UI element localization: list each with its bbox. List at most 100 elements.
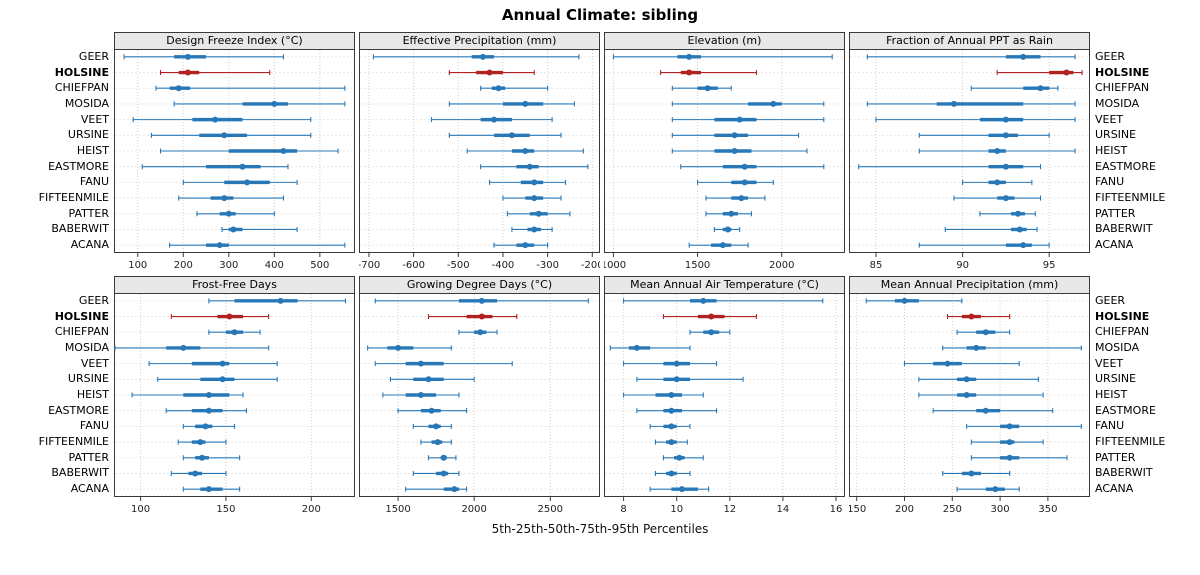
- median-dot: [968, 313, 975, 320]
- median-dot: [417, 360, 424, 367]
- x-tick-label: 200: [895, 504, 914, 515]
- panel-elevation-m: Elevation (m) 1000 1500 2000: [604, 32, 845, 272]
- whisker-row: [956, 486, 1020, 493]
- station-label-left: VEET: [80, 356, 109, 370]
- x-tick-label: -300: [536, 260, 559, 271]
- median-dot: [673, 376, 680, 383]
- panel-title: Growing Degree Days (°C): [359, 276, 600, 293]
- x-tick-label: -600: [402, 260, 425, 271]
- x-tick-label: 1500: [685, 260, 710, 271]
- median-dot: [199, 454, 206, 461]
- whisker-row: [170, 313, 270, 320]
- whisker-row: [662, 313, 757, 320]
- whisker-row: [697, 179, 774, 186]
- whisker-row: [412, 470, 460, 477]
- whisker-row: [141, 163, 289, 170]
- station-label-left: URSINE: [67, 372, 109, 386]
- median-dot: [633, 344, 640, 351]
- x-tick-label: 2000: [461, 504, 486, 515]
- whisker-row: [196, 210, 275, 217]
- whisker-row: [654, 439, 688, 446]
- whisker-row: [208, 297, 347, 304]
- median-dot: [205, 486, 212, 493]
- median-dot: [526, 163, 533, 170]
- whisker-row: [412, 423, 452, 430]
- x-tick-label: 8: [620, 504, 626, 515]
- median-dot: [686, 69, 693, 76]
- whisker-row: [389, 376, 475, 383]
- whisker-row: [953, 195, 1042, 202]
- whisker-row: [208, 329, 261, 336]
- panel-title: Frost-Free Days: [114, 276, 355, 293]
- station-label-left: CHIEFPAN: [54, 325, 109, 339]
- whisker-row: [875, 116, 1076, 123]
- x-tick-label: -500: [447, 260, 470, 271]
- whisker-row: [506, 210, 571, 217]
- x-tick-label: 350: [1038, 504, 1057, 515]
- median-dot: [982, 407, 989, 414]
- median-dot: [1016, 226, 1023, 233]
- station-label-left: PATTER: [68, 206, 109, 220]
- station-label-left: BABERWIT: [51, 222, 109, 236]
- station-label-right: MOSIDA: [1095, 96, 1140, 110]
- station-label-right: BABERWIT: [1095, 222, 1153, 236]
- whisker-row: [649, 423, 691, 430]
- median-dot: [1002, 163, 1009, 170]
- median-dot: [973, 344, 980, 351]
- x-tick-label: 1000: [604, 260, 626, 271]
- panel-plot: 85 90 95: [849, 49, 1090, 271]
- x-tick-label: 150: [216, 504, 235, 515]
- station-label-left: FIFTEENMILE: [38, 435, 109, 449]
- whisker-row: [671, 100, 825, 107]
- station-label-right: FIFTEENMILE: [1095, 435, 1166, 449]
- station-label-right: MOSIDA: [1095, 340, 1140, 354]
- station-label-right: FANU: [1095, 419, 1125, 433]
- x-tick-label: 300: [991, 504, 1010, 515]
- median-dot: [184, 69, 191, 76]
- whisker-row: [946, 313, 1011, 320]
- median-dot: [428, 407, 435, 414]
- median-dot: [724, 226, 731, 233]
- x-tick-label: 1500: [385, 504, 410, 515]
- median-dot: [531, 226, 538, 233]
- whisker-row: [970, 439, 1044, 446]
- panel-title: Mean Annual Air Temperature (°C): [604, 276, 845, 293]
- gridlines: [360, 50, 599, 252]
- whisker-series: [367, 297, 589, 493]
- median-dot: [1020, 242, 1027, 249]
- whisker-row: [382, 392, 460, 398]
- x-tick-label: 95: [1043, 260, 1056, 271]
- median-dot: [901, 297, 908, 304]
- whisker-row: [970, 85, 1059, 92]
- median-dot: [686, 53, 693, 60]
- whisker-row: [448, 69, 535, 76]
- gridlines: [850, 50, 1089, 252]
- station-label-left: MOSIDA: [64, 96, 109, 110]
- station-label-left: BABERWIT: [51, 466, 109, 480]
- whisker-row: [918, 376, 1039, 383]
- whisker-series: [114, 297, 347, 493]
- x-tick-label: 90: [956, 260, 969, 271]
- panel-plot: 8 10 12 14 16: [604, 293, 845, 515]
- whisker-row: [420, 439, 452, 446]
- whisker-row: [155, 85, 346, 92]
- whisker-row: [430, 116, 553, 123]
- whisker-row: [132, 116, 312, 123]
- whisker-row: [680, 163, 825, 170]
- panel-design-freeze-index-c: Design Freeze Index (°C) 100 200 300 400 500: [114, 32, 355, 272]
- whisker-row: [493, 242, 549, 249]
- median-dot: [225, 210, 232, 217]
- station-label-right: HOLSINE: [1095, 309, 1150, 323]
- whisker-row: [866, 53, 1076, 60]
- median-dot: [434, 439, 441, 446]
- panel-plot: 1500 2000 2500: [359, 293, 600, 515]
- panel-plot: 1000 1500 2000: [604, 49, 845, 271]
- x-tick-label: 250: [943, 504, 962, 515]
- whisker-row: [159, 69, 271, 76]
- whisker-row: [480, 163, 589, 170]
- station-label-right: ACANA: [1095, 482, 1134, 496]
- whisker-row: [942, 470, 1011, 477]
- whisker-row: [705, 195, 766, 202]
- median-dot: [197, 439, 204, 446]
- x-tick-label: 100: [131, 504, 150, 515]
